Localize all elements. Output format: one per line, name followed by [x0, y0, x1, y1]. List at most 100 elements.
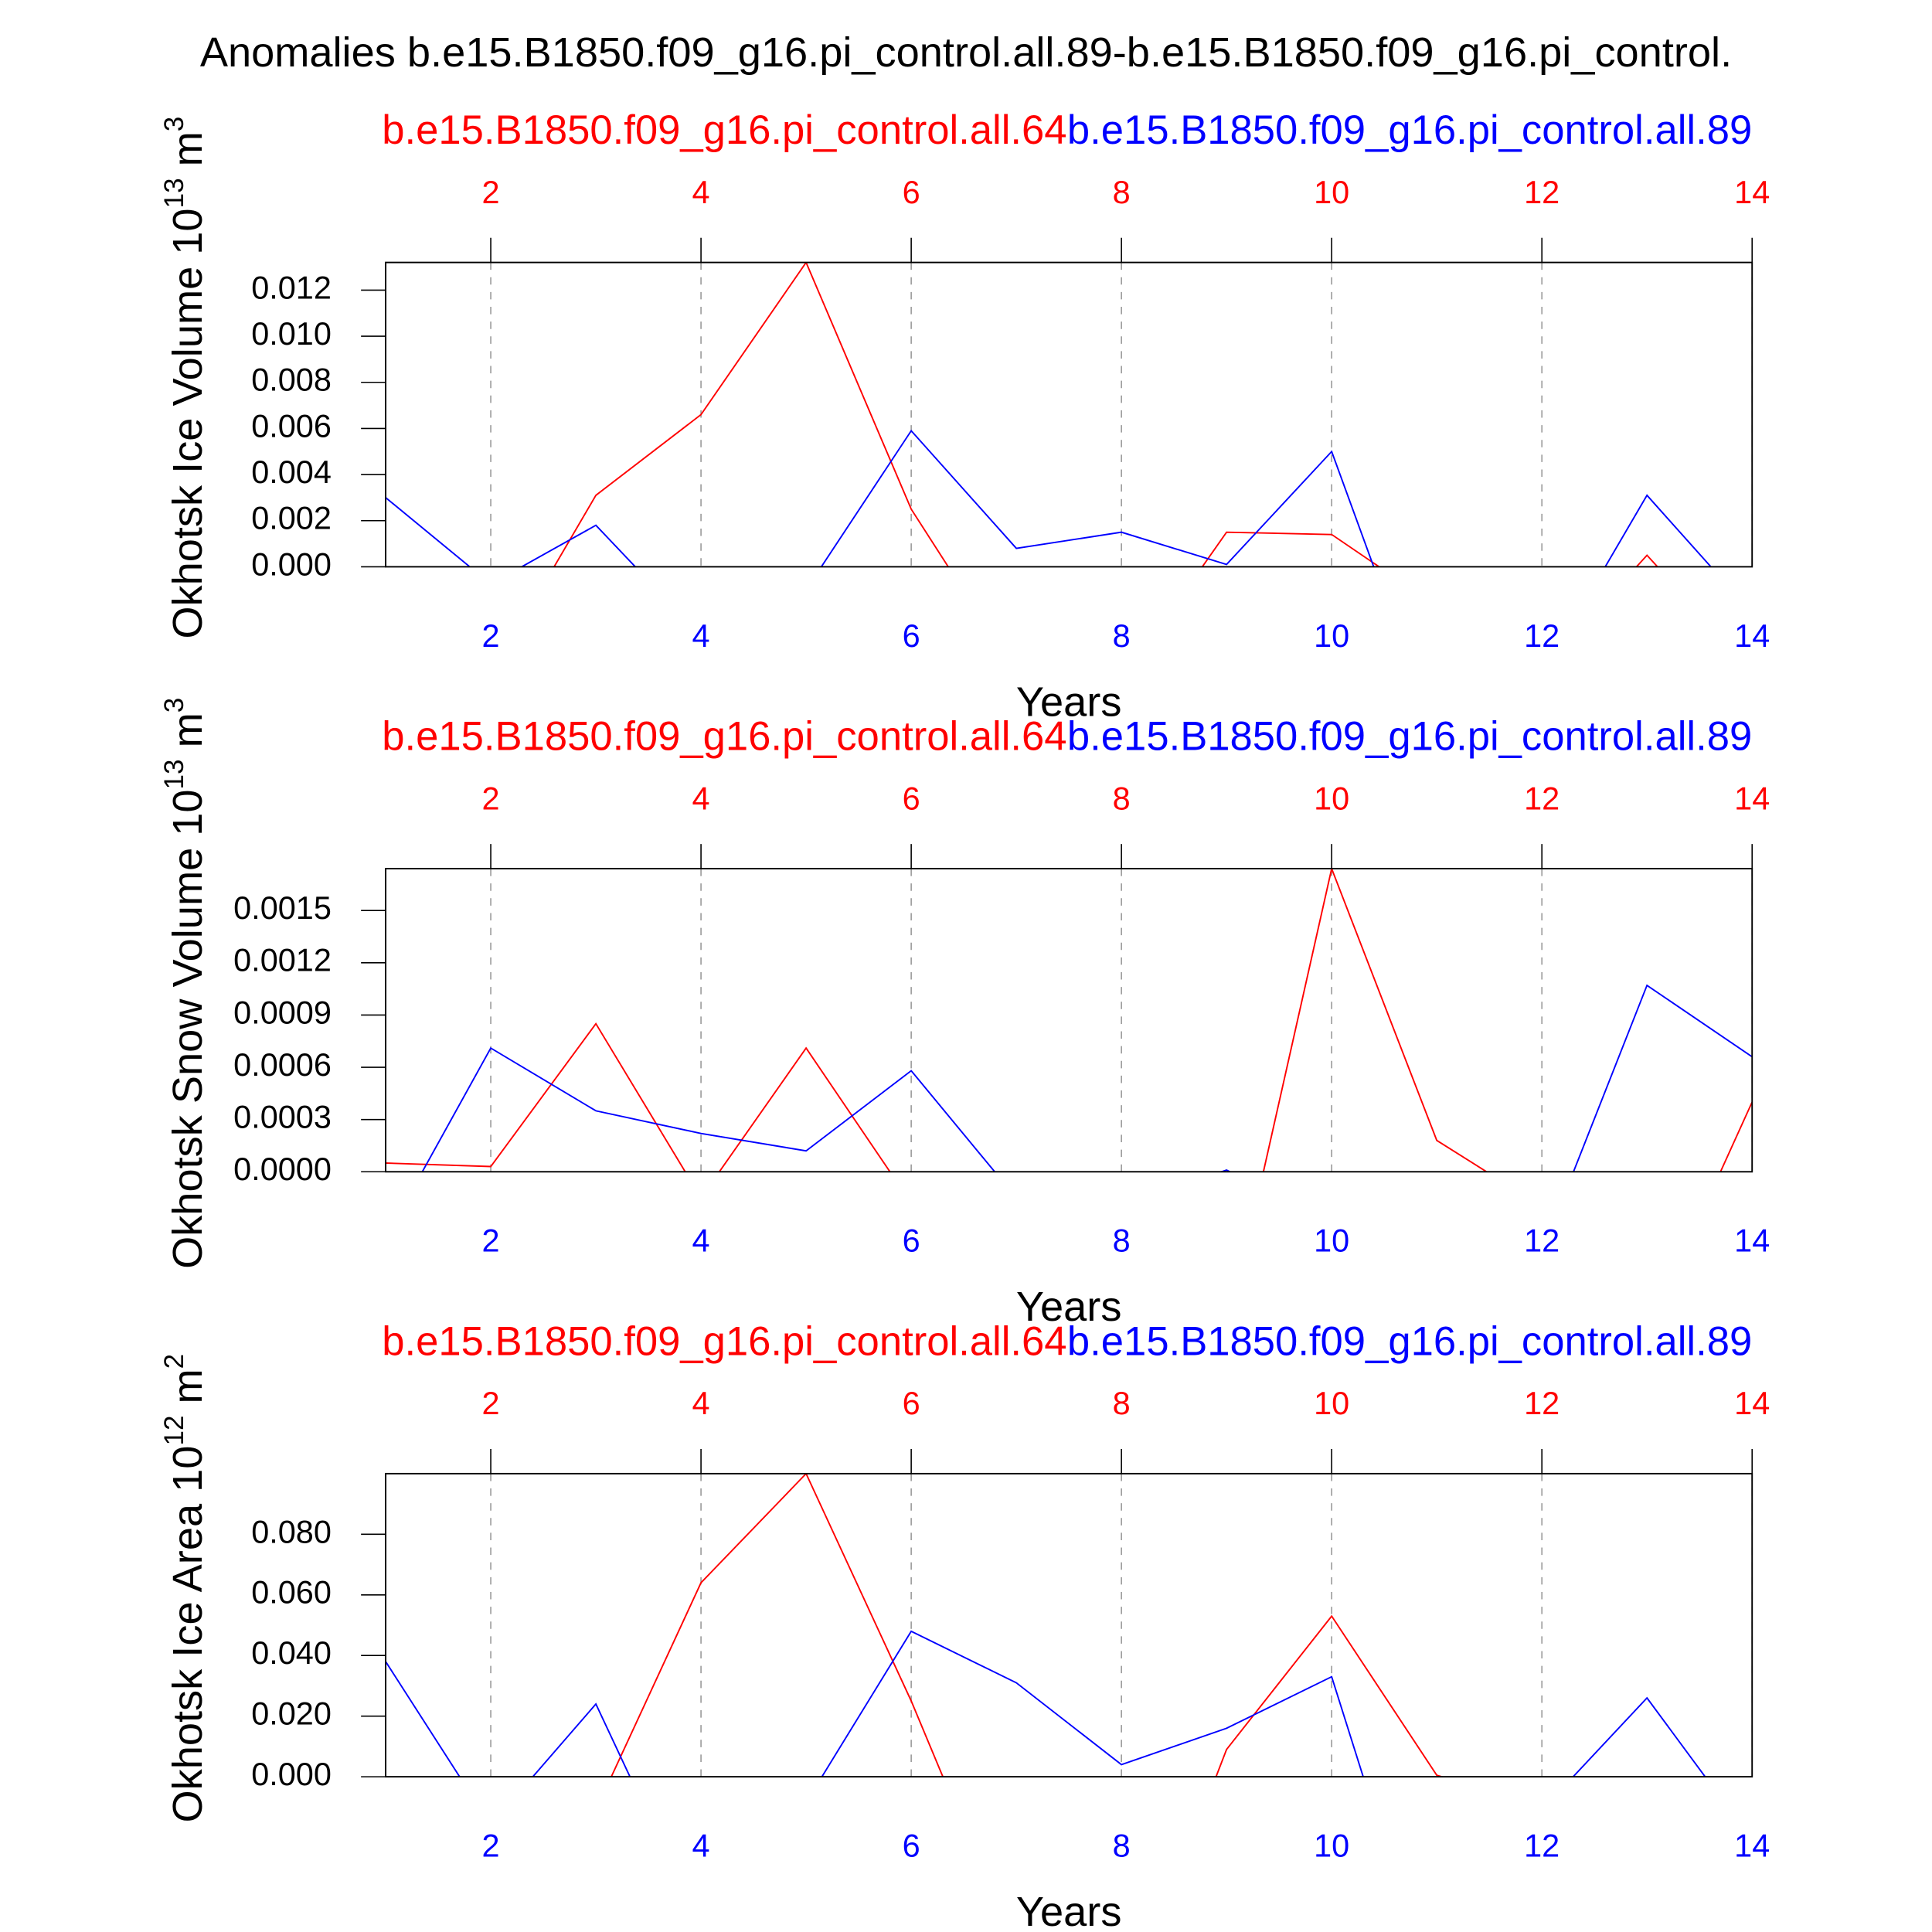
series-label: b.e15.B1850.f09_g16.pi_control.all.64: [382, 107, 1066, 153]
x-tick-label-top: 6: [903, 174, 920, 210]
x-tick-label-top: 8: [1113, 174, 1131, 210]
y-axis-label-exponent: 13: [159, 759, 189, 789]
y-tick-label: 0.020: [251, 1696, 332, 1732]
y-axis-label: Okhotsk Ice Area 1012 m2: [159, 1354, 212, 1823]
figure-title: Anomalies b.e15.B1850.f09_g16.pi_control…: [200, 29, 1732, 76]
series-label: b.e15.B1850.f09_g16.pi_control.all.89: [1067, 107, 1752, 153]
y-tick-label: 0.0003: [233, 1099, 332, 1135]
data-line: [386, 429, 1713, 567]
x-tick-label-top: 2: [482, 174, 500, 210]
y-axis-label-exponent: 12: [159, 1416, 189, 1446]
x-tick-label-top: 4: [692, 1385, 710, 1421]
y-tick-label: 0.008: [251, 362, 332, 398]
data-line: [421, 984, 1753, 1172]
y-tick-label: 0.002: [251, 500, 332, 536]
x-tick-label-bottom: 6: [903, 1828, 920, 1864]
series-label: b.e15.B1850.f09_g16.pi_control.all.64: [382, 714, 1066, 760]
y-axis-label: Okhotsk Ice Volume 1013 m3: [159, 117, 212, 639]
y-tick-label: 0.000: [251, 1756, 332, 1792]
x-tick-label-bottom: 6: [903, 1223, 920, 1259]
series-label: b.e15.B1850.f09_g16.pi_control.all.89: [1067, 714, 1752, 760]
x-tick-label-bottom: 4: [692, 1223, 710, 1259]
x-tick-label-bottom: 14: [1734, 617, 1770, 654]
x-tick-label-top: 4: [692, 780, 710, 816]
y-axis-label-text: Okhotsk Snow Volume 10: [165, 789, 211, 1268]
x-tick-label-top: 12: [1524, 174, 1560, 210]
y-axis-label-unit: m: [165, 1369, 211, 1415]
x-tick-label-bottom: 8: [1113, 617, 1131, 654]
x-tick-label-top: 10: [1314, 1385, 1349, 1421]
x-tick-label-bottom: 4: [692, 617, 710, 654]
panel: 2 2 4 4 6 6 8 8 10 10 12 12 14 14 0.0000 0.0003 0.0006 0.…: [159, 698, 1770, 1330]
x-tick-label-top: 14: [1734, 1385, 1770, 1421]
y-tick-label: 0.0000: [233, 1151, 332, 1187]
x-tick-label-top: 6: [903, 1385, 920, 1421]
data-line: [553, 262, 1659, 567]
x-tick-label-top: 14: [1734, 174, 1770, 210]
figure-body: Anomalies b.e15.B1850.f09_g16.pi_control…: [159, 29, 1770, 1932]
y-axis-label-text: Okhotsk Ice Volume 10: [165, 208, 211, 638]
x-tick-label-top: 10: [1314, 174, 1349, 210]
y-tick-label: 0.012: [251, 269, 332, 305]
y-tick-label: 0.006: [251, 407, 332, 444]
x-tick-label-bottom: 2: [482, 1223, 500, 1259]
x-tick-label-top: 10: [1314, 780, 1349, 816]
y-axis-label-unit-exponent: 3: [159, 698, 189, 713]
y-tick-label: 0.0012: [233, 942, 332, 978]
x-tick-label-top: 2: [482, 1385, 500, 1421]
panel: 2 2 4 4 6 6 8 8 10 10 12 12 14 14 0.000 0.002 0.004 0.006…: [159, 107, 1770, 725]
x-tick-label-top: 2: [482, 780, 500, 816]
y-tick-label: 0.0009: [233, 994, 332, 1030]
y-tick-label: 0.040: [251, 1634, 332, 1671]
x-tick-label-bottom: 4: [692, 1828, 710, 1864]
y-axis-label: Okhotsk Snow Volume 1013 m3: [159, 698, 212, 1269]
x-tick-label-bottom: 12: [1524, 1828, 1560, 1864]
x-tick-label-bottom: 10: [1314, 1223, 1349, 1259]
x-tick-label-bottom: 14: [1734, 1828, 1770, 1864]
x-axis-label: Years: [1016, 1284, 1122, 1330]
x-tick-label-top: 6: [903, 780, 920, 816]
x-tick-label-top: 12: [1524, 780, 1560, 816]
y-tick-label: 0.0006: [233, 1046, 332, 1083]
x-tick-label-bottom: 12: [1524, 617, 1560, 654]
x-tick-label-bottom: 10: [1314, 1828, 1349, 1864]
x-tick-label-top: 4: [692, 174, 710, 210]
x-tick-label-bottom: 6: [903, 617, 920, 654]
x-tick-label-bottom: 2: [482, 1828, 500, 1864]
y-axis-label-text: Okhotsk Ice Area 10: [165, 1446, 211, 1823]
series-label: b.e15.B1850.f09_g16.pi_control.all.89: [1067, 1318, 1752, 1364]
y-tick-label: 0.0015: [233, 889, 332, 926]
x-tick-label-top: 12: [1524, 1385, 1560, 1421]
y-axis-label-unit: m: [165, 131, 211, 178]
y-tick-label: 0.010: [251, 315, 332, 352]
data-line: [386, 869, 1753, 1172]
x-tick-label-bottom: 8: [1113, 1223, 1131, 1259]
y-tick-label: 0.000: [251, 546, 332, 582]
y-axis-label-unit: m: [165, 713, 211, 759]
y-axis-label-unit-exponent: 2: [159, 1354, 189, 1369]
x-tick-label-top: 8: [1113, 1385, 1131, 1421]
x-axis-label: Years: [1016, 679, 1122, 725]
x-tick-label-bottom: 14: [1734, 1223, 1770, 1259]
plot-frame: [385, 868, 1753, 1173]
x-tick-label-bottom: 10: [1314, 617, 1349, 654]
y-tick-label: 0.080: [251, 1513, 332, 1549]
data-line: [610, 1473, 1444, 1777]
series-label: b.e15.B1850.f09_g16.pi_control.all.64: [382, 1318, 1066, 1364]
data-line: [386, 1630, 1706, 1777]
y-axis-label-unit-exponent: 3: [159, 117, 189, 132]
x-axis-label: Years: [1016, 1889, 1122, 1932]
panel: 2 2 4 4 6 6 8 8 10 10 12 12 14 14 0.000 0.020 0.040 0.060…: [159, 1318, 1770, 1932]
x-tick-label-bottom: 8: [1113, 1828, 1131, 1864]
y-axis-label-exponent: 13: [159, 178, 189, 208]
plot-frame: [385, 261, 1753, 568]
y-tick-label: 0.060: [251, 1574, 332, 1611]
x-tick-label-top: 14: [1734, 780, 1770, 816]
x-tick-label-bottom: 12: [1524, 1223, 1560, 1259]
plot-frame: [385, 1472, 1753, 1778]
y-tick-label: 0.004: [251, 454, 332, 490]
x-tick-label-bottom: 2: [482, 617, 500, 654]
x-tick-label-top: 8: [1113, 780, 1131, 816]
